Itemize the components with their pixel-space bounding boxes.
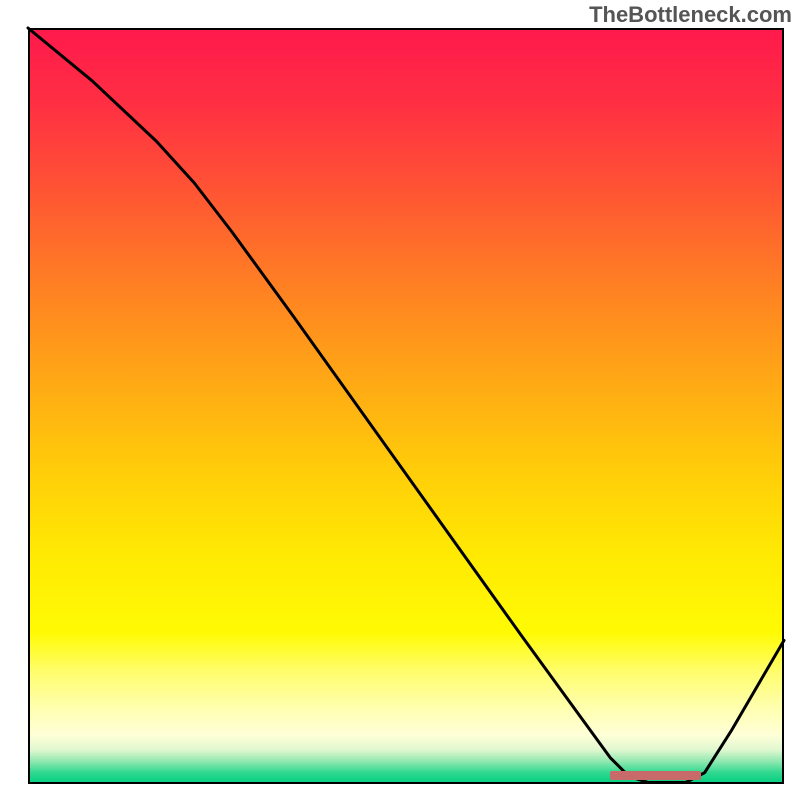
chart-container: TheBottleneck.com [0, 0, 800, 800]
attribution-text: TheBottleneck.com [589, 2, 792, 28]
plot-border [28, 28, 784, 784]
plot-area [28, 28, 784, 784]
